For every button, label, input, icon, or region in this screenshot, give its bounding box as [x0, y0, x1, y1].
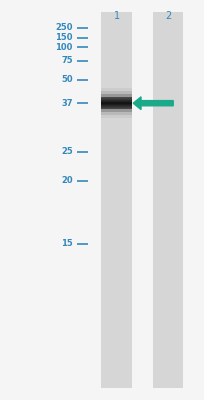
Text: 250: 250	[55, 24, 72, 32]
Bar	[101, 106, 132, 107]
Bar	[101, 104, 132, 105]
Bar	[101, 104, 132, 105]
Bar	[101, 100, 132, 101]
Bar	[101, 103, 132, 104]
Text: 75: 75	[61, 56, 72, 65]
Bar	[101, 97, 132, 98]
Text: 1: 1	[113, 11, 119, 21]
Bar	[101, 98, 132, 99]
Bar	[101, 100, 132, 101]
Bar	[101, 102, 132, 103]
Text: 100: 100	[55, 43, 72, 52]
Text: 15: 15	[61, 240, 72, 248]
Bar	[101, 99, 132, 100]
Bar	[101, 102, 132, 103]
Bar	[101, 88, 132, 118]
FancyArrow shape	[133, 97, 172, 110]
Text: 25: 25	[61, 148, 72, 156]
Bar	[152, 12, 183, 388]
Bar	[101, 103, 132, 104]
Bar	[101, 91, 132, 115]
Bar	[101, 107, 132, 108]
Bar	[101, 98, 132, 99]
Bar	[101, 12, 132, 388]
Text: 20: 20	[61, 176, 72, 185]
Bar	[101, 99, 132, 100]
Bar	[101, 101, 132, 102]
Text: 2: 2	[164, 11, 170, 21]
Text: 37: 37	[61, 99, 72, 108]
Bar	[101, 107, 132, 108]
Bar	[101, 105, 132, 106]
Bar	[101, 105, 132, 106]
Text: 50: 50	[61, 76, 72, 84]
Bar	[101, 101, 132, 102]
Text: 150: 150	[55, 34, 72, 42]
Bar	[101, 94, 132, 112]
Bar	[101, 108, 132, 109]
